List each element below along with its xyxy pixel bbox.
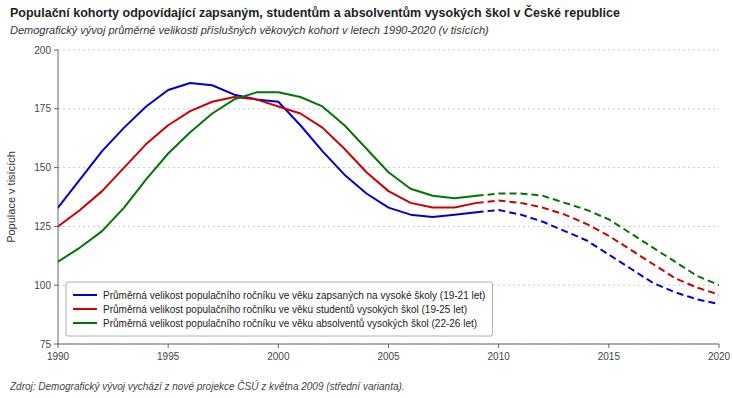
y-tick [54, 344, 58, 345]
projection-line [477, 193, 719, 285]
x-tick-label: 1990 [47, 351, 70, 362]
axes: 75 100 125 150 175 200 1990 1995 2000 2005 2010 201… [34, 45, 730, 363]
legend-label: Průměrná velikost populačního ročníku ve… [103, 290, 485, 301]
series-line [58, 97, 477, 226]
y-tick-label: 200 [34, 45, 51, 56]
y-tick [54, 50, 58, 51]
grid-line [58, 50, 719, 51]
title: Populační kohorty odpovídající zapsaným,… [10, 5, 620, 20]
y-tick [54, 108, 58, 109]
x-tick [58, 344, 59, 348]
grid-line [58, 108, 719, 109]
y-tick-label: 75 [40, 339, 52, 350]
legend-label: Průměrná velikost populačního ročníku ve… [103, 304, 467, 315]
plot-area [58, 83, 719, 304]
legend-swatch [73, 294, 97, 296]
y-axis-line [58, 50, 59, 344]
y-tick-label: 175 [34, 103, 51, 114]
y-tick-label: 125 [34, 221, 51, 232]
x-tick [498, 344, 499, 348]
y-tick [54, 226, 58, 227]
x-tick-label: 2020 [708, 351, 731, 362]
x-tick-label: 1995 [157, 351, 180, 362]
legend-swatch [73, 308, 97, 310]
legend-swatch [73, 322, 97, 324]
series-line [58, 92, 477, 261]
chart: Populační kohorty odpovídající zapsaným,… [0, 0, 733, 398]
y-tick-label: 150 [34, 162, 51, 173]
x-tick [168, 344, 169, 348]
grid-line [58, 344, 719, 345]
x-tick [608, 344, 609, 348]
x-tick [278, 344, 279, 348]
x-tick [388, 344, 389, 348]
y-tick-label: 100 [34, 280, 51, 291]
x-tick-label: 2015 [598, 351, 621, 362]
x-tick-label: 2010 [488, 351, 511, 362]
source-note: Zdroj: Demografický vývoj vychází z nové… [9, 380, 405, 392]
x-tick-label: 2000 [267, 351, 290, 362]
y-axis-label: Populace v tisících [5, 151, 17, 243]
legend-box [66, 282, 492, 336]
x-tick [719, 344, 720, 348]
legend-label: Průměrná velikost populačního ročníku ve… [103, 318, 477, 329]
projection-line [477, 210, 719, 304]
y-tick [54, 167, 58, 168]
legend: Průměrná velikost populačního ročníku ve… [66, 282, 492, 336]
y-tick [54, 285, 58, 286]
x-tick-label: 2005 [377, 351, 400, 362]
subtitle: Demografický vývoj průměrné velikosti př… [10, 24, 489, 36]
x-axis-line [58, 344, 719, 345]
